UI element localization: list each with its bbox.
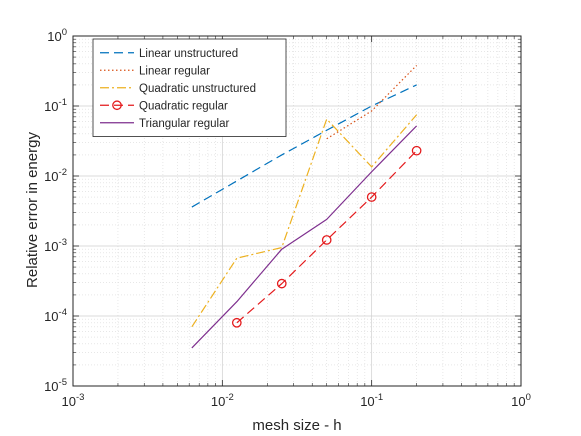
legend-item: Triangular regular [100,118,230,130]
series-4 [191,125,418,349]
y-tick-label: 10-2 [44,167,67,184]
series-point [366,192,377,202]
y-tick-label: 100 [47,27,67,44]
legend-label: Linear unstructured [139,48,238,60]
legend-item: Linear unstructured [100,48,238,60]
series-point [231,317,242,328]
legend-label: Linear regular [139,65,210,77]
y-tick-label: 10-3 [44,237,67,254]
legend-label: Quadratic regular [139,100,228,112]
series-line [191,125,418,349]
y-tick-label: 10-4 [44,307,67,324]
x-tick-labels: 10-3 10-2 10-1 100 [62,392,531,409]
x-axis-label: mesh size - h [252,417,341,434]
legend-item: Quadratic regular [100,100,228,112]
legend-label: Quadratic unstructured [139,83,256,95]
y-tick-label: 10-1 [44,97,67,114]
plot-frame [72,35,522,387]
series-1 [326,64,418,140]
legend-item: Quadratic unstructured [100,83,256,95]
series-point [276,278,287,289]
x-tick-label: 10-3 [62,392,85,409]
series-layer [191,64,422,349]
y-tick-labels: 10-5 10-4 10-3 10-2 10-1 100 [44,27,67,394]
series-point [321,235,332,245]
legend: Linear unstructured Linear regular Quadrat… [92,38,287,137]
axis-ticks [72,35,522,387]
legend-item: Linear regular [100,65,210,77]
legend-label: Triangular regular [139,118,230,130]
y-axis-label: Relative error in energy [24,132,41,288]
series-2 [191,114,418,328]
series-line [191,114,418,328]
x-tick-label: 10-2 [211,392,234,409]
series-0 [191,84,417,208]
y-tick-label: 10-5 [44,377,67,394]
series-line [191,84,417,208]
series-line [326,64,418,140]
x-tick-label: 10-1 [360,392,383,409]
x-tick-label: 100 [511,392,531,409]
series-3 [231,145,422,328]
series-point [411,145,422,156]
legend-marker [112,100,122,111]
minor-grid [73,36,521,386]
series-line [236,150,418,324]
